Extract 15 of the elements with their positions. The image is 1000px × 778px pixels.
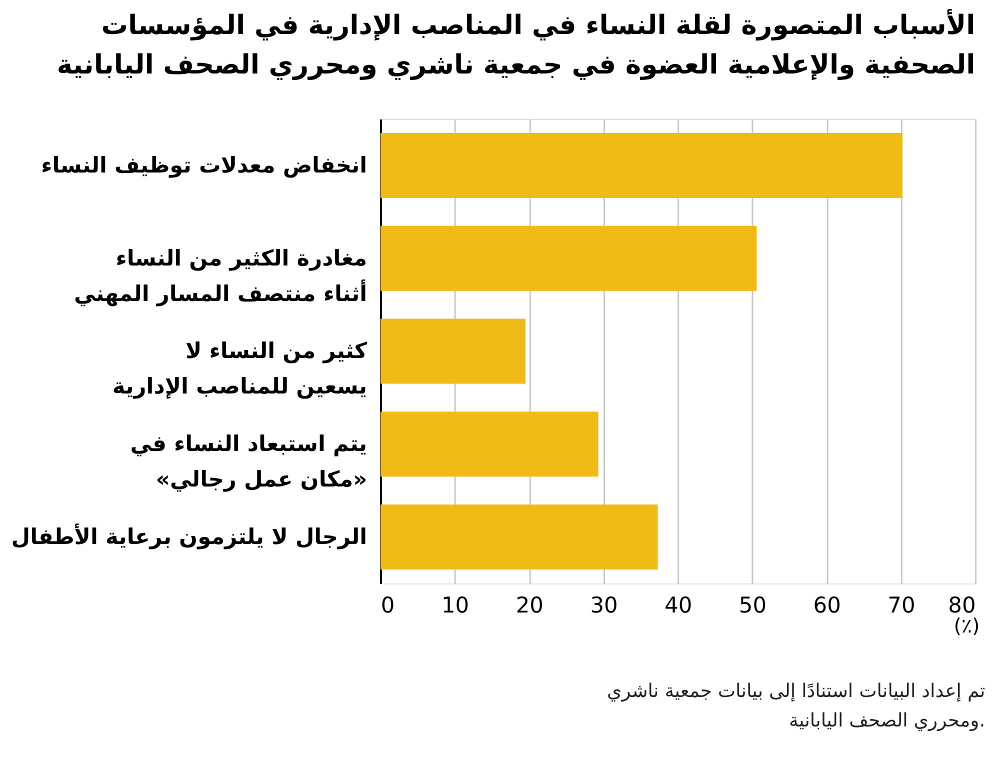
- x-tick-label: 60: [813, 594, 841, 619]
- x-tick-label: 0: [380, 594, 395, 619]
- x-tick-label: 40: [664, 594, 692, 619]
- x-tick-label: 30: [590, 594, 618, 619]
- x-tick-label: 20: [516, 594, 544, 619]
- y-tick-label: يتم استبعاد النساء في «مكان عمل رجالي»: [130, 432, 368, 493]
- text: تم إعداد البيانات استنادًا إلى بيانات جمعية ناشري ومحرري الصحف اليابانية.: [607, 681, 986, 732]
- y-tick-label: الرجال لا يلتزمون برعاية الأطفال: [11, 522, 368, 550]
- x-tick-label: 70: [888, 594, 916, 619]
- x-tick-label: 10: [441, 594, 470, 619]
- y-tick-label: مغادرة الكثير من النساء أثناء منتصف المسار المهني: [74, 246, 368, 307]
- chart-title: الأسباب المتصورة لقلة النساء في المناصب الإدارية في المؤسسات الصحفية والإعلامية العضوة في جمعية ناشري ومحرري الصحف اليابانية: [56, 8, 976, 81]
- y-tick-label: كثير من النساء لا يسعين للمناصب الإدارية: [112, 339, 368, 400]
- x-tick-label: 50: [738, 594, 767, 619]
- y-tick-label: انخفاض معدلات توظيف النساء: [41, 153, 368, 178]
